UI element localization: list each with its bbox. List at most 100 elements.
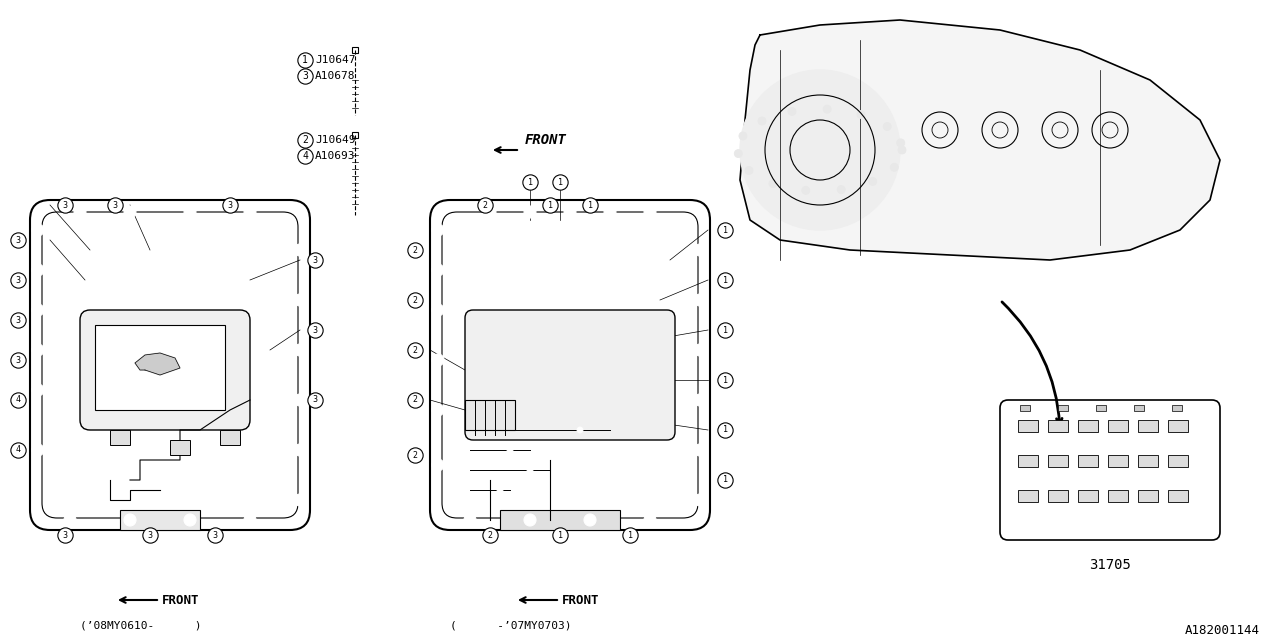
Bar	[1169, 490, 1188, 502]
Text: (      -’07MY0703): ( -’07MY0703)	[451, 620, 571, 630]
Circle shape	[694, 444, 707, 456]
Text: 1: 1	[722, 225, 727, 234]
Text: 1: 1	[558, 531, 562, 540]
Bar	[1108, 490, 1128, 502]
Text: 1: 1	[722, 326, 727, 335]
Circle shape	[837, 186, 845, 194]
Circle shape	[897, 139, 905, 147]
Text: 3: 3	[15, 275, 20, 285]
Circle shape	[184, 206, 196, 218]
Circle shape	[184, 514, 196, 526]
Circle shape	[64, 514, 76, 526]
Text: 1: 1	[527, 177, 532, 186]
Text: 3: 3	[147, 531, 152, 540]
Circle shape	[244, 206, 256, 218]
Bar	[1138, 455, 1158, 467]
Circle shape	[32, 444, 44, 456]
Circle shape	[294, 294, 306, 306]
Bar	[1048, 490, 1068, 502]
Bar	[1096, 405, 1106, 411]
Circle shape	[294, 344, 306, 356]
Bar	[1078, 420, 1098, 432]
Circle shape	[32, 224, 44, 236]
Circle shape	[644, 514, 657, 526]
Text: A182001144: A182001144	[1185, 623, 1260, 637]
Circle shape	[497, 487, 503, 493]
Circle shape	[694, 244, 707, 256]
Circle shape	[507, 447, 513, 453]
Bar	[500, 510, 620, 530]
Circle shape	[858, 111, 865, 118]
Text: 3: 3	[312, 255, 317, 264]
Circle shape	[564, 206, 576, 218]
Text: 3: 3	[15, 236, 20, 244]
Text: 2: 2	[412, 451, 417, 460]
Circle shape	[869, 177, 877, 186]
Circle shape	[740, 70, 900, 230]
Circle shape	[294, 394, 306, 406]
Text: 4: 4	[15, 396, 20, 404]
Circle shape	[524, 206, 536, 218]
Text: 4: 4	[15, 445, 20, 454]
Circle shape	[484, 206, 497, 218]
Text: 3: 3	[212, 531, 218, 540]
Bar	[1018, 420, 1038, 432]
Text: A10693: A10693	[315, 151, 356, 161]
Text: 1: 1	[722, 426, 727, 435]
Text: 2: 2	[488, 531, 493, 540]
Circle shape	[577, 427, 582, 433]
Bar	[1018, 455, 1038, 467]
Circle shape	[891, 163, 899, 172]
FancyBboxPatch shape	[81, 310, 250, 430]
Text: 3: 3	[312, 396, 317, 404]
Circle shape	[433, 304, 444, 316]
Circle shape	[788, 108, 796, 115]
Bar	[1138, 490, 1158, 502]
Bar	[1169, 420, 1188, 432]
Bar	[1020, 405, 1030, 411]
Circle shape	[644, 206, 657, 218]
Text: 31705: 31705	[1089, 558, 1132, 572]
Text: 2: 2	[412, 246, 417, 255]
Circle shape	[74, 206, 86, 218]
Bar	[1108, 420, 1128, 432]
Circle shape	[527, 467, 532, 473]
Text: 2: 2	[483, 200, 488, 209]
Text: 1: 1	[588, 200, 593, 209]
Circle shape	[694, 494, 707, 506]
Text: (’08MY0610-      ): (’08MY0610- )	[81, 620, 201, 630]
Bar	[220, 430, 241, 445]
Text: 1: 1	[722, 275, 727, 285]
Text: 2: 2	[302, 135, 308, 145]
Text: 1: 1	[548, 200, 553, 209]
Text: 3: 3	[15, 355, 20, 365]
Circle shape	[32, 344, 44, 356]
Bar	[465, 400, 515, 430]
Circle shape	[524, 514, 536, 526]
Text: 4: 4	[302, 151, 308, 161]
Circle shape	[883, 122, 891, 131]
Text: 3: 3	[228, 200, 233, 209]
Circle shape	[584, 514, 596, 526]
Bar	[1169, 455, 1188, 467]
Bar	[1048, 455, 1068, 467]
Bar	[110, 430, 131, 445]
Circle shape	[801, 186, 810, 195]
Text: 2: 2	[412, 346, 417, 355]
Circle shape	[32, 384, 44, 396]
Bar	[1138, 420, 1158, 432]
Bar	[95, 325, 225, 410]
Circle shape	[465, 514, 476, 526]
Circle shape	[758, 117, 765, 125]
Polygon shape	[740, 20, 1220, 260]
Circle shape	[124, 206, 136, 218]
Circle shape	[823, 105, 831, 113]
Text: 2: 2	[412, 296, 417, 305]
Circle shape	[32, 264, 44, 276]
Text: 1: 1	[627, 531, 632, 540]
Text: 1: 1	[722, 476, 727, 484]
Circle shape	[32, 304, 44, 316]
Text: 3: 3	[15, 316, 20, 324]
Bar	[170, 440, 189, 455]
Text: FRONT: FRONT	[163, 593, 200, 607]
